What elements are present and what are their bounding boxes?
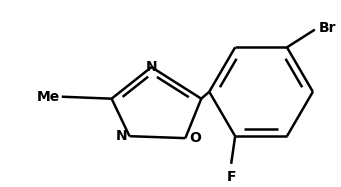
Text: F: F — [226, 170, 236, 184]
Text: N: N — [146, 60, 157, 74]
Text: Me: Me — [36, 90, 60, 104]
Text: N: N — [116, 129, 128, 143]
Text: O: O — [189, 131, 201, 145]
Text: Br: Br — [319, 21, 336, 35]
